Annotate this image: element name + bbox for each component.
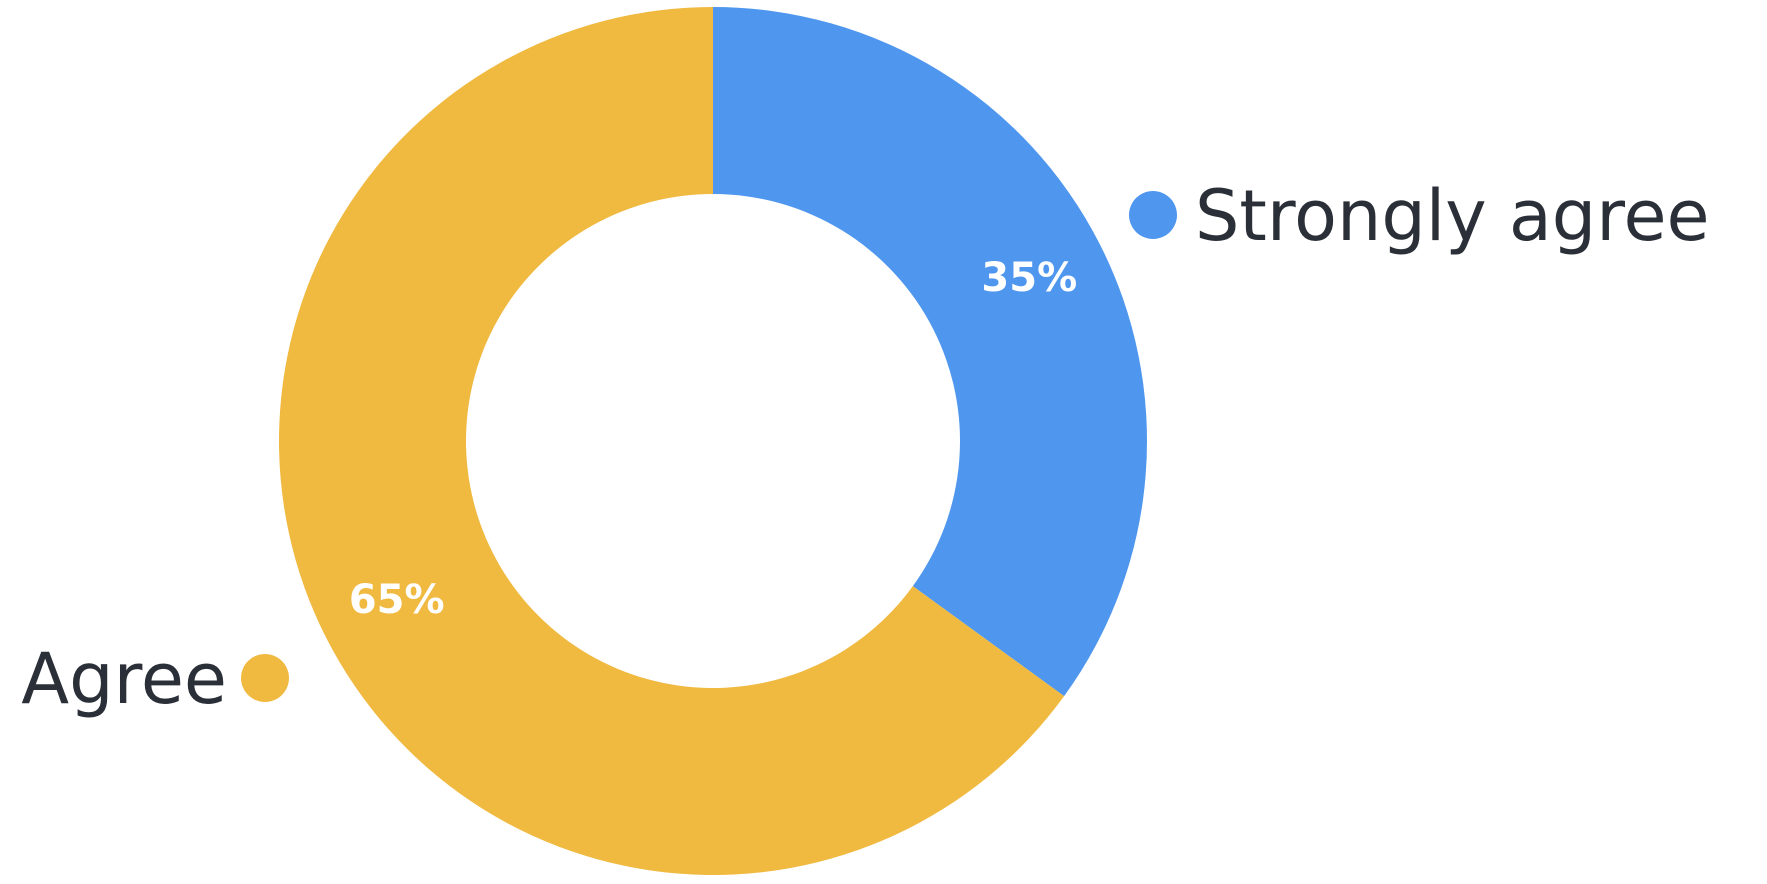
- legend-entry-strongly-agree: Strongly agree: [1129, 175, 1710, 257]
- data-label-strongly-agree: 35%: [981, 255, 1077, 301]
- legend-marker-strongly-agree: [1129, 191, 1177, 239]
- slice-agree: [279, 7, 1065, 875]
- legend-entry-agree: Agree: [21, 638, 289, 720]
- data-label-agree: 65%: [349, 577, 445, 623]
- legend-label-strongly-agree: Strongly agree: [1195, 175, 1710, 257]
- donut-slices: [279, 7, 1148, 875]
- slice-labels: 35% 65%: [349, 255, 1077, 623]
- slice-strongly-agree: [713, 7, 1148, 697]
- legend-marker-agree: [241, 654, 289, 702]
- legend-label-agree: Agree: [21, 638, 227, 720]
